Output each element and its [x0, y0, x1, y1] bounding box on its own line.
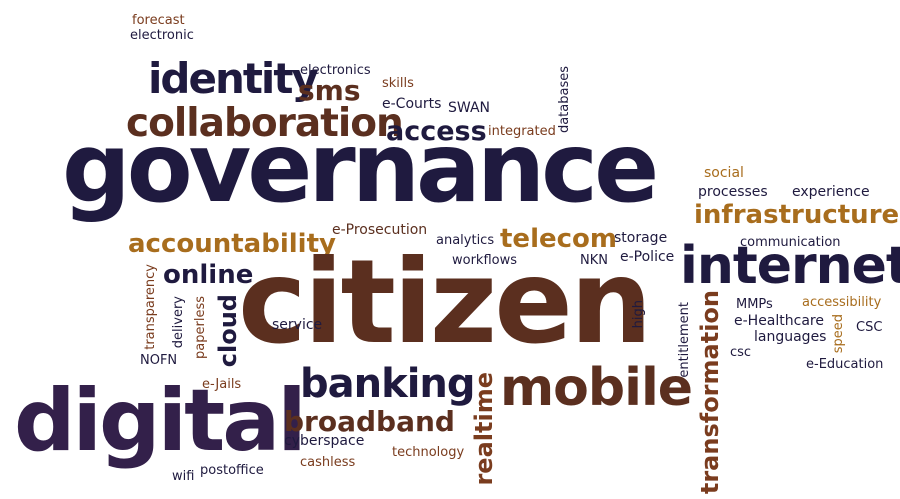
word-technology: technology [392, 445, 465, 460]
word-access: access [386, 116, 487, 147]
word-social: social [704, 165, 744, 181]
word-skills: skills [382, 76, 414, 91]
word-experience: experience [792, 184, 870, 200]
word-languages: languages [754, 329, 827, 345]
word-speed: speed [831, 314, 846, 354]
word-broadband: broadband [284, 405, 455, 438]
word-internet: internet [680, 236, 900, 296]
word-nkn: NKN [580, 253, 608, 268]
word-e-education: e-Education [806, 357, 884, 372]
word-csc-upper: CSC [856, 320, 883, 335]
word-online: online [163, 260, 254, 290]
word-wifi: wifi [172, 469, 195, 484]
word-mobile: mobile [500, 358, 693, 418]
word-integrated: integrated [488, 124, 556, 139]
word-high: high [631, 300, 646, 329]
word-cloud: cloud [214, 294, 242, 368]
word-e-jails: e-Jails [202, 377, 242, 392]
word-forecast: forecast [132, 13, 185, 28]
word-paperless: paperless [193, 296, 208, 359]
word-workflows: workflows [452, 253, 518, 268]
word-analytics: analytics [436, 233, 495, 248]
word-mmps: MMPs [736, 297, 773, 312]
word-e-prosecution: e-Prosecution [332, 222, 428, 238]
word-cyberspace: cyberspace [284, 433, 365, 449]
word-transformation: transformation [696, 290, 724, 495]
word-nofn: NOFN [140, 353, 178, 368]
word-digital: digital [14, 371, 307, 471]
word-telecom: telecom [500, 224, 617, 254]
word-electronics: electronics [300, 63, 371, 78]
word-communication: communication [740, 235, 841, 250]
word-accountability: accountability [128, 229, 336, 259]
word-csc-lower: csc [730, 345, 752, 360]
word-infrastructure: infrastructure [694, 200, 900, 230]
word-governance: governance [62, 112, 659, 224]
word-service: service [272, 317, 323, 333]
word-electronic: electronic [130, 28, 194, 43]
word-cashless: cashless [300, 455, 356, 470]
word-collaboration: collaboration [126, 101, 404, 146]
word-citizen: citizen [238, 235, 653, 370]
word-transparency: transparency [143, 264, 158, 350]
word-postoffice: postoffice [200, 463, 264, 478]
word-identity: identity [148, 54, 319, 103]
word-realtime: realtime [470, 372, 498, 486]
word-e-police: e-Police [620, 249, 675, 265]
word-banking: banking [300, 361, 476, 407]
word-sms: sms [298, 74, 361, 107]
word-processes: processes [698, 184, 768, 200]
word-swan: SWAN [448, 100, 491, 116]
word-accessibility: accessibility [802, 295, 882, 310]
word-e-courts: e-Courts [382, 96, 442, 112]
word-storage: storage [614, 230, 668, 246]
word-delivery: delivery [171, 296, 186, 349]
word-e-healthcare: e-Healthcare [734, 313, 824, 329]
